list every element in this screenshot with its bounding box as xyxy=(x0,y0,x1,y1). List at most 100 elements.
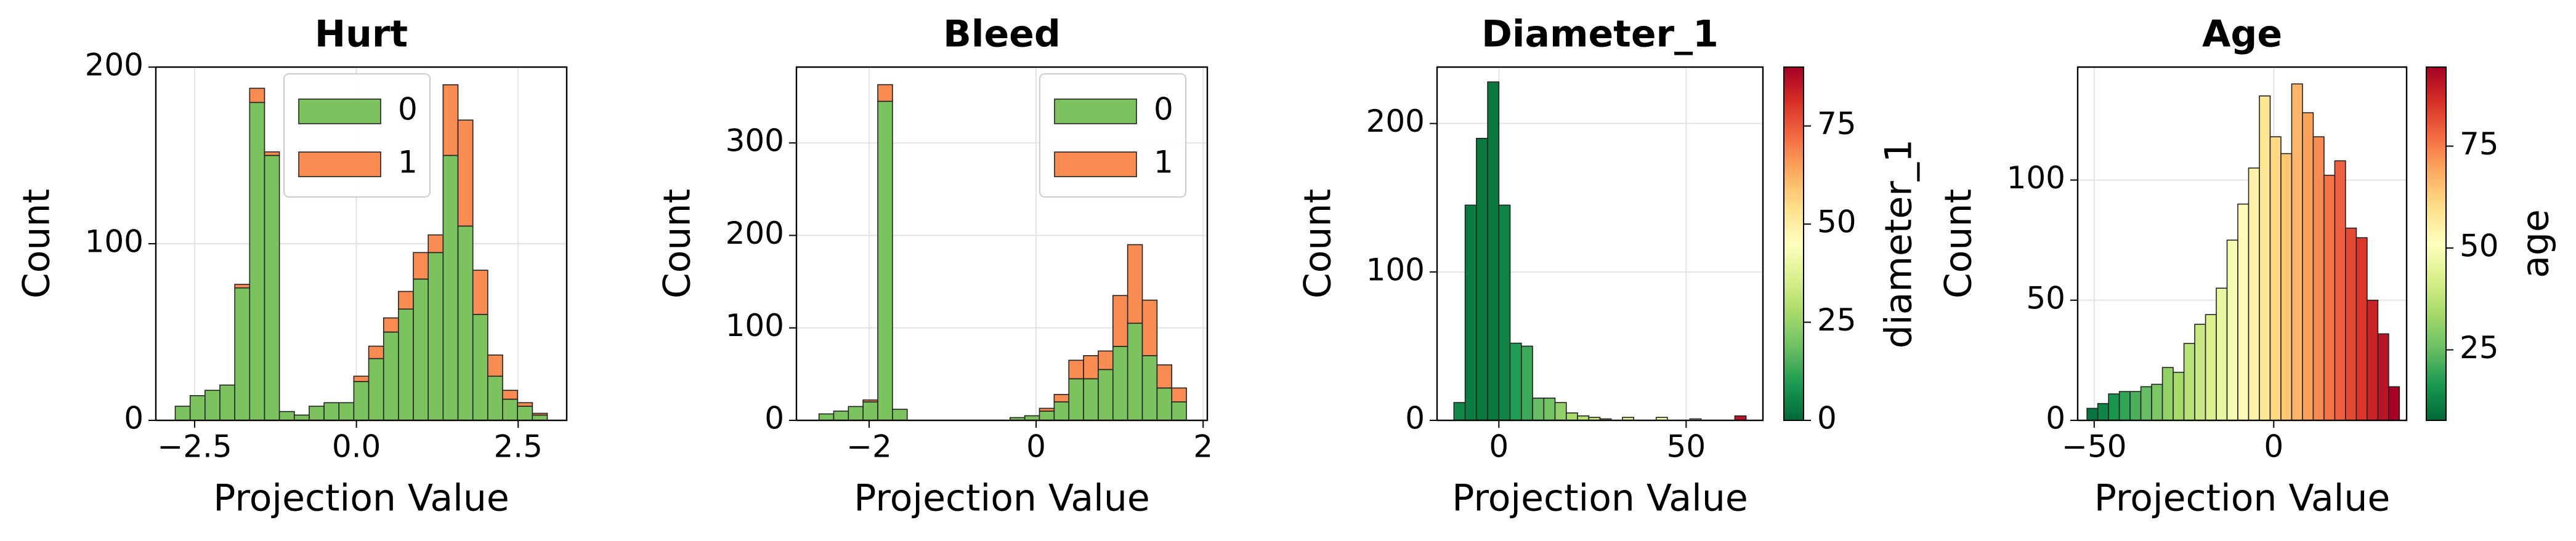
bar xyxy=(1141,355,1158,421)
y-tick-label: 100 xyxy=(1366,252,1425,287)
bar xyxy=(2388,386,2400,421)
legend-label: 1 xyxy=(398,145,418,180)
bar xyxy=(862,401,878,421)
bar xyxy=(1476,137,1488,421)
bar xyxy=(1498,204,1511,421)
colorbar-tick-label: 25 xyxy=(2460,330,2499,366)
bar xyxy=(413,252,429,280)
axes-frame xyxy=(795,66,1209,422)
bar xyxy=(2216,287,2228,421)
axes-frame xyxy=(2076,66,2408,422)
legend-swatch xyxy=(298,98,381,124)
bar xyxy=(1156,364,1173,389)
bar xyxy=(2334,160,2346,421)
bar xyxy=(264,154,280,421)
y-tick-label: 0 xyxy=(764,401,784,436)
y-tick-label: 100 xyxy=(85,224,144,260)
y-tick-label: 100 xyxy=(726,308,784,343)
y-tick-label: 200 xyxy=(85,47,144,83)
legend-swatch xyxy=(298,151,381,177)
y-axis-label: Count xyxy=(15,189,59,299)
bar xyxy=(1171,401,1187,421)
bar xyxy=(2312,136,2325,421)
x-axis-label: Projection Value xyxy=(2094,477,2391,520)
bar xyxy=(2377,333,2389,421)
bar xyxy=(1053,394,1070,403)
bar xyxy=(2118,391,2131,421)
bar xyxy=(338,402,355,421)
bar xyxy=(249,102,265,421)
colorbar-label: diameter_1 xyxy=(1877,139,1921,348)
bar xyxy=(877,100,893,421)
x-axis-label: Projection Value xyxy=(213,477,509,520)
bar xyxy=(398,291,414,310)
bar xyxy=(2345,227,2357,421)
colorbar xyxy=(2426,66,2447,421)
bar xyxy=(2280,153,2293,421)
bar xyxy=(2291,83,2303,421)
bar xyxy=(398,308,414,421)
bar xyxy=(353,381,370,421)
bar xyxy=(2097,403,2109,421)
x-tick-label: 2 xyxy=(1193,429,1213,465)
legend-swatch xyxy=(1054,151,1137,177)
colorbar-tick-label: 75 xyxy=(2460,126,2499,162)
bar xyxy=(234,284,251,289)
bar xyxy=(2194,324,2206,421)
bar xyxy=(368,345,384,359)
bar xyxy=(2205,314,2217,421)
y-axis-label: Count xyxy=(656,189,699,299)
bar xyxy=(442,154,459,421)
bar xyxy=(309,406,325,421)
y-tick-label: 100 xyxy=(2007,160,2065,196)
bar xyxy=(532,412,548,416)
bar xyxy=(502,398,518,421)
y-tick-label: 0 xyxy=(124,401,144,436)
bar xyxy=(1453,402,1466,421)
axes-frame xyxy=(155,66,568,422)
bar xyxy=(457,119,474,227)
bar xyxy=(1543,398,1556,421)
bar xyxy=(1068,359,1084,380)
bar xyxy=(1532,398,1545,421)
x-axis-label: Projection Value xyxy=(854,477,1150,520)
bar xyxy=(892,409,908,421)
bar xyxy=(2129,391,2142,421)
bar xyxy=(2226,239,2238,421)
bar xyxy=(293,414,310,421)
bar xyxy=(2367,299,2379,421)
bar xyxy=(833,411,849,421)
x-tick-label: 0 xyxy=(1026,429,1046,465)
y-tick-label: 300 xyxy=(726,123,784,159)
bar xyxy=(517,402,533,407)
colorbar xyxy=(1783,66,1804,421)
subplot-title: Age xyxy=(2202,13,2282,56)
bar xyxy=(1083,355,1099,380)
bar xyxy=(1127,244,1143,324)
subplot: −2.5 0.0 2.5 0 100 200 0 1 Hurt Projection Value C… xyxy=(15,13,568,520)
bar xyxy=(278,411,295,421)
bar xyxy=(862,399,878,403)
colorbar-tick-label: 50 xyxy=(2460,228,2499,263)
bar xyxy=(2086,407,2099,421)
x-tick-label: 0 xyxy=(2264,429,2283,465)
bar xyxy=(1487,81,1500,421)
bar xyxy=(1098,369,1114,421)
colorbar-tick-label: 25 xyxy=(1817,302,1857,338)
x-axis-label: Projection Value xyxy=(1452,477,1748,520)
bar xyxy=(383,331,399,421)
bar xyxy=(1053,401,1070,421)
bar xyxy=(205,390,221,421)
bar xyxy=(1112,345,1128,421)
x-tick-label: −50 xyxy=(2062,429,2127,465)
bar xyxy=(1039,411,1055,421)
bar xyxy=(2140,386,2152,421)
y-axis-label: Count xyxy=(1297,189,1340,299)
bar xyxy=(2237,203,2250,421)
y-axis-label: Count xyxy=(1937,189,1980,299)
subplot: −2 0 2 0 100 200 300 0 1 Bleed Projection Value Cou… xyxy=(656,13,1213,520)
colorbar-tick-label: 75 xyxy=(1817,106,1857,142)
bar xyxy=(487,375,503,421)
bar xyxy=(487,355,503,377)
subplot: 0 50 0 100 200 0 25 50 75 diameter_1 Diameter_1 Pro… xyxy=(1297,13,1921,520)
